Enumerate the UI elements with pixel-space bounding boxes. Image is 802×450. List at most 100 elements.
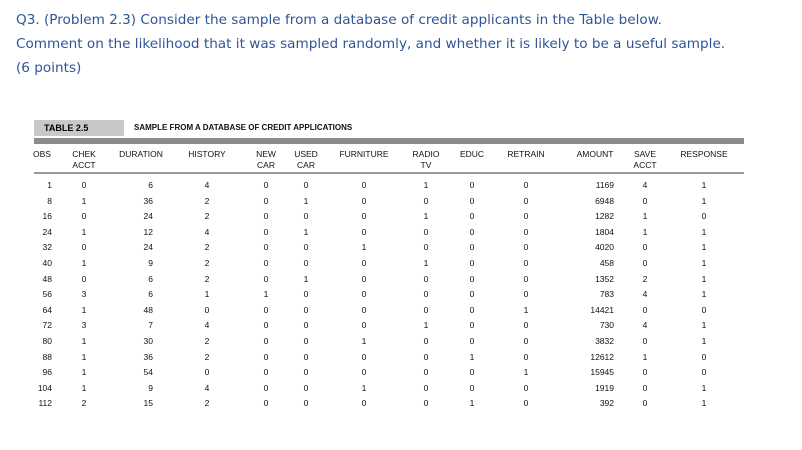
table-cell: 0 [469, 382, 475, 393]
table-cell: 1 [701, 273, 707, 284]
table-cell: 15 [143, 398, 153, 409]
table-row: 1 0 6 4 0 0 0 1 0 0 1169 4 1 [0, 178, 802, 194]
table-cell: 6 [148, 273, 153, 284]
table-cell: 1 [642, 351, 648, 362]
table-cell: 2 [204, 351, 210, 362]
table-cell: 4 [642, 320, 648, 331]
table-cell: 3 [81, 289, 87, 300]
table-cell: 0 [642, 367, 648, 378]
table-cell: 0 [263, 211, 269, 222]
table-header-line-2 [507, 160, 544, 171]
table-header-line-2 [33, 160, 51, 171]
table-cell: 1804 [595, 226, 614, 237]
table-cell: 0 [469, 180, 475, 190]
table-cell: 80 [42, 335, 52, 346]
table-cell: 0 [81, 242, 87, 253]
table-cell: 0 [523, 195, 529, 206]
table-cell: 1282 [595, 211, 614, 222]
table-header-line-1: RESPONSE [680, 149, 728, 159]
table-cell: 12612 [590, 351, 614, 362]
table-row: 8 1 36 2 0 1 0 0 0 0 6948 0 1 [0, 194, 802, 210]
table-header-line-2: CAR [297, 160, 315, 170]
table-cell: 0 [523, 335, 529, 346]
table-cell: 4 [642, 289, 648, 300]
table-cell: 1 [361, 242, 367, 253]
table-cell: 0 [361, 351, 367, 362]
table-cell: 0 [701, 351, 707, 362]
table-cell: 1 [701, 335, 707, 346]
table-cell: 0 [642, 382, 648, 393]
table-cell: 0 [469, 211, 475, 222]
table-cell: 0 [423, 273, 429, 284]
table-header-cell: USED CAR [294, 149, 318, 171]
table-cell: 0 [263, 273, 269, 284]
table-row: 48 0 6 2 0 1 0 0 0 0 1352 2 1 [0, 272, 802, 288]
table-cell: 0 [523, 180, 529, 190]
table-cell: 0 [81, 211, 87, 222]
table-header-cell: AMOUNT [577, 149, 614, 171]
table-cell: 1 [81, 382, 87, 393]
table-cell: 2 [204, 335, 210, 346]
table-cell: 2 [81, 398, 87, 409]
table-cell: 16 [42, 211, 52, 222]
table-cell: 1 [81, 335, 87, 346]
table-cell: 0 [303, 351, 309, 362]
table-header-cell: HISTORY [188, 149, 225, 171]
table-cell: 1 [81, 304, 87, 315]
table-cell: 0 [423, 351, 429, 362]
table-cell: 0 [523, 382, 529, 393]
table-cell: 1 [701, 180, 707, 190]
table-cell: 0 [263, 367, 269, 378]
table-cell: 0 [303, 211, 309, 222]
table-cell: 0 [303, 367, 309, 378]
table-cell: 2 [204, 257, 210, 268]
table-cell: 0 [523, 320, 529, 331]
table-cell: 0 [642, 195, 648, 206]
table-cell: 4 [204, 226, 210, 237]
table-header-line-2: ACCT [72, 160, 96, 170]
table-cell: 0 [361, 320, 367, 331]
table-cell: 0 [263, 351, 269, 362]
table-header-line-1: FURNITURE [339, 149, 389, 159]
table-cell: 2 [204, 242, 210, 253]
table-cell: 54 [143, 367, 153, 378]
table-cell: 96 [42, 367, 52, 378]
table-cell: 0 [263, 242, 269, 253]
table-cell: 0 [361, 180, 367, 190]
table-cell: 0 [642, 304, 648, 315]
table-cell: 0 [361, 398, 367, 409]
table-cell: 0 [469, 257, 475, 268]
table-cell: 0 [469, 289, 475, 300]
table-cell: 1 [81, 367, 87, 378]
table-caption: SAMPLE FROM A DATABASE OF CREDIT APPLICA… [134, 123, 353, 132]
table-cell: 4 [204, 180, 210, 190]
table-cell: 0 [523, 273, 529, 284]
table-cell: 0 [423, 367, 429, 378]
table-header-cell: DURATION [119, 149, 163, 171]
table-cell: 0 [361, 211, 367, 222]
table-header-cell: RADIO TV [413, 149, 440, 171]
table-row: 112 2 15 2 0 0 0 0 1 0 392 0 1 [0, 396, 802, 412]
table-header-line-1: RADIO [412, 149, 440, 159]
table-cell: 0 [361, 273, 367, 284]
table-cell: 0 [303, 257, 309, 268]
table-cell: 64 [42, 304, 52, 315]
table-cell: 392 [599, 398, 614, 409]
table-cell: 9 [148, 382, 153, 393]
table-header-line-2 [119, 160, 163, 171]
table-cell: 1 [81, 226, 87, 237]
table-cell: 1 [81, 351, 87, 362]
table-cell: 36 [143, 195, 153, 206]
table-header-cell: CHEK ACCT [72, 149, 96, 171]
table-row: 56 3 6 1 1 0 0 0 0 0 783 4 1 [0, 287, 802, 303]
table-row: 88 1 36 2 0 0 0 0 1 0 12612 1 0 [0, 350, 802, 366]
table-header-cell: OBS [33, 149, 51, 171]
table-cell: 72 [42, 320, 52, 331]
table-cell: 0 [263, 335, 269, 346]
table-header-line-2 [188, 160, 225, 171]
table-cell: 1 [423, 320, 429, 331]
table-row: 104 1 9 4 0 0 1 0 0 0 1919 0 1 [0, 381, 802, 397]
table-cell: 4 [204, 320, 210, 331]
table-cell: 0 [642, 335, 648, 346]
table-cell: 3832 [595, 335, 614, 346]
